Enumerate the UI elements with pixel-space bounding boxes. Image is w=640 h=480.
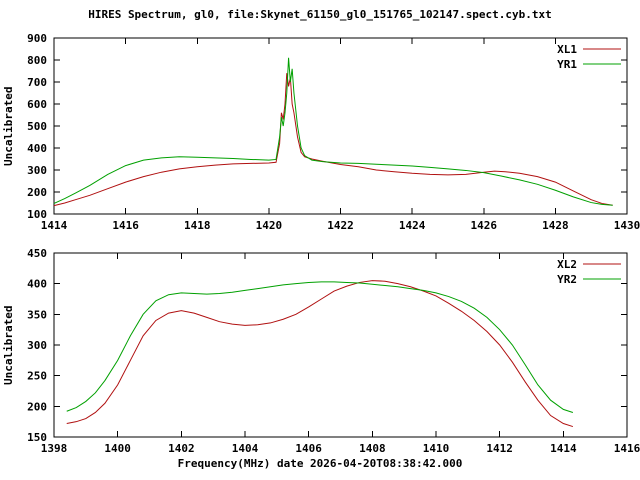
x-tick-label: 1416 <box>112 219 139 232</box>
series-line-XL2 <box>66 280 574 428</box>
y-tick-label: 350 <box>27 308 47 321</box>
legend-label-XL1: XL1 <box>557 43 577 56</box>
y-tick-label: 700 <box>27 76 47 89</box>
x-tick-label: 1410 <box>423 442 450 455</box>
x-tick-label: 1414 <box>550 442 577 455</box>
y-tick-label: 800 <box>27 54 47 67</box>
y-tick-label: 600 <box>27 98 47 111</box>
x-tick-label: 1426 <box>471 219 498 232</box>
x-tick-label: 1428 <box>542 219 569 232</box>
y-tick-label: 450 <box>27 247 47 260</box>
plot-border <box>53 37 628 215</box>
panel-0: 1414 1416 1418 1420 1422 1424 1426 1428 1430 100 2… <box>27 32 640 232</box>
x-tick-label: 1422 <box>327 219 354 232</box>
y-tick-label: 400 <box>27 278 47 291</box>
legend-label-YR2: YR2 <box>557 273 577 286</box>
x-tick-label: 1414 <box>41 219 68 232</box>
y-tick-label: 400 <box>27 142 47 155</box>
legend-label-YR1: YR1 <box>557 58 577 71</box>
series-line-YR2 <box>66 281 574 413</box>
series-line-XL1 <box>53 73 613 207</box>
y-tick-label: 200 <box>27 400 47 413</box>
x-tick-label: 1402 <box>168 442 195 455</box>
x-tick-label: 1406 <box>295 442 322 455</box>
x-axis-label: Frequency(MHz) date 2026-04-20T08:38:42.… <box>177 457 463 470</box>
x-tick-label: 1412 <box>486 442 513 455</box>
x-tick-label: 1424 <box>399 219 426 232</box>
y-tick-label: 200 <box>27 186 47 199</box>
y-tick-label: 100 <box>27 208 47 221</box>
x-tick-label: 1430 <box>614 219 640 232</box>
figure-title: HIRES Spectrum, gl0, file:Skynet_61150_g… <box>88 8 552 21</box>
x-tick-label: 1400 <box>104 442 131 455</box>
legend-label-XL2: XL2 <box>557 258 577 271</box>
y-tick-label: 150 <box>27 431 47 444</box>
panel-1: 1398 1400 1402 1404 1406 1408 1410 1412 1414 1416… <box>27 247 640 455</box>
x-tick-label: 1418 <box>184 219 211 232</box>
y-tick-label: 900 <box>27 32 47 45</box>
x-tick-label: 1398 <box>41 442 68 455</box>
y-tick-label: 500 <box>27 120 47 133</box>
x-tick-label: 1420 <box>256 219 283 232</box>
plot-border <box>53 252 628 438</box>
y-tick-label: 300 <box>27 164 47 177</box>
x-tick-label: 1404 <box>232 442 259 455</box>
x-tick-label: 1416 <box>614 442 640 455</box>
x-tick-label: 1408 <box>359 442 386 455</box>
y-tick-label: 250 <box>27 370 47 383</box>
series-line-YR1 <box>53 57 613 206</box>
y-tick-label: 300 <box>27 339 47 352</box>
